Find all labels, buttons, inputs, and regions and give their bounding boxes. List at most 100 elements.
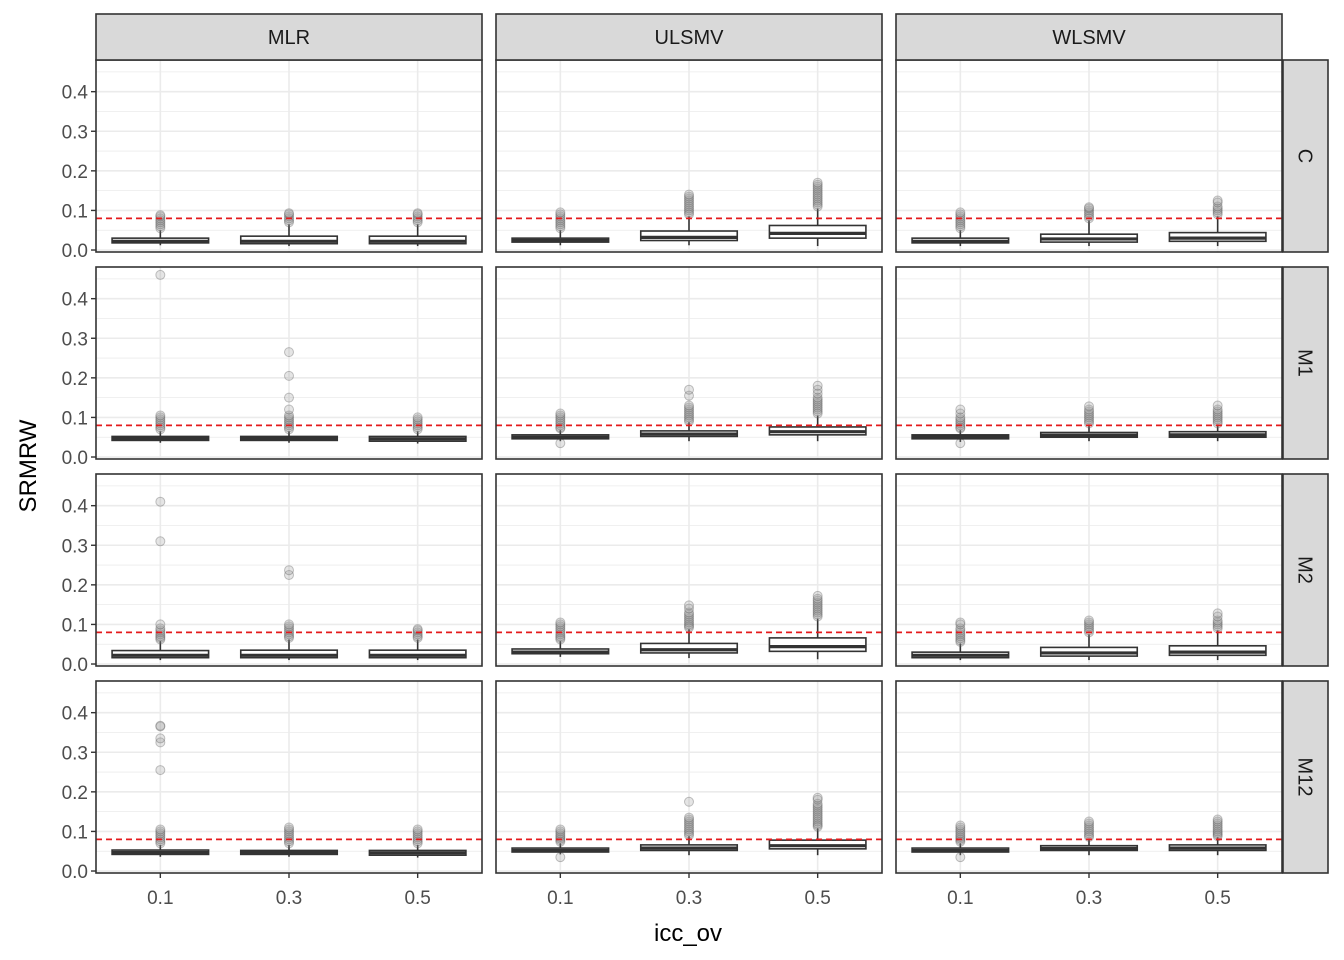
outlier-point <box>1212 820 1223 831</box>
panels-layer <box>95 59 1283 874</box>
outlier-point <box>412 414 423 425</box>
outlier-point <box>1212 814 1223 825</box>
outlier-point <box>812 396 823 407</box>
outlier-point <box>955 207 966 218</box>
outlier-point <box>812 800 823 811</box>
outlier-point <box>1212 406 1223 417</box>
outlier-point <box>1212 816 1223 827</box>
box-0.3 <box>639 189 739 246</box>
x-tick-label: 0.5 <box>404 888 430 909</box>
box-body <box>768 637 867 653</box>
box-0.1 <box>111 720 210 857</box>
strip-background <box>1282 680 1329 874</box>
outlier-point <box>284 822 294 833</box>
outlier-point <box>1212 611 1223 622</box>
outlier-point <box>555 414 566 425</box>
outlier-point <box>1212 207 1223 218</box>
outlier-point <box>412 412 423 423</box>
outlier-point <box>1084 406 1094 417</box>
outlier-point <box>1212 400 1223 411</box>
outlier-point <box>1212 195 1223 206</box>
outlier-point <box>555 410 566 421</box>
outlier-point <box>812 179 823 190</box>
outlier-point <box>812 201 823 212</box>
panel-border <box>95 473 483 667</box>
outlier-point <box>684 816 694 827</box>
outlier-point <box>155 410 166 421</box>
outlier-point <box>1084 818 1094 829</box>
outlier-point <box>555 828 566 839</box>
outlier-point <box>1084 404 1094 415</box>
outlier-point <box>684 195 694 206</box>
outlier-point <box>955 223 966 234</box>
outlier-point <box>684 410 694 421</box>
outlier-point <box>684 617 694 628</box>
y-tick-label: 0.2 <box>62 162 88 183</box>
outlier-point <box>412 828 423 839</box>
outlier-point <box>812 605 823 616</box>
outlier-point <box>812 388 823 399</box>
outlier-point <box>812 394 823 405</box>
outlier-point <box>812 607 823 618</box>
y-tick-label: 0.2 <box>62 576 88 597</box>
outlier-point <box>684 207 694 218</box>
outlier-point <box>812 798 823 809</box>
outlier-point <box>284 410 294 421</box>
outlier-point <box>684 406 694 417</box>
panel-m2-wlsmv <box>895 473 1283 667</box>
strip-background <box>95 13 483 61</box>
box-0.1 <box>511 617 610 657</box>
outlier-point <box>555 634 566 645</box>
outlier-point <box>684 201 694 212</box>
outlier-point <box>955 820 966 831</box>
strip-background <box>1282 266 1329 460</box>
outlier-point <box>555 223 566 234</box>
outlier-point <box>555 621 566 632</box>
outlier-point <box>1212 412 1223 423</box>
outlier-point <box>555 207 566 218</box>
box-0.3 <box>239 565 339 661</box>
x-tick-label: 0.1 <box>147 888 173 909</box>
box-0.1 <box>511 408 610 449</box>
outlier-point <box>1212 608 1223 619</box>
panel-m1-ulsmv <box>495 266 883 460</box>
outlier-point <box>155 221 166 232</box>
outlier-point <box>1084 615 1094 626</box>
outlier-point <box>284 208 294 219</box>
outlier-point <box>684 619 694 630</box>
outlier-point <box>812 603 823 614</box>
outlier-point <box>812 191 823 202</box>
outlier-point <box>955 619 966 630</box>
outlier-point <box>684 607 694 618</box>
outlier-point <box>1084 617 1094 628</box>
outlier-point <box>684 609 694 620</box>
outlier-point <box>684 390 694 401</box>
outlier-point <box>155 210 166 221</box>
outlier-point <box>812 392 823 403</box>
outlier-point <box>812 611 823 622</box>
outlier-point <box>155 496 166 507</box>
panel-m1-mlr <box>95 266 483 460</box>
outlier-point <box>284 565 294 576</box>
strips-layer: MLR ULSMV WLSMV C M1 M2 M12 <box>95 13 1329 874</box>
y-tick-label: 0.3 <box>62 536 88 557</box>
outlier-point <box>955 438 966 449</box>
box-0.3 <box>639 384 739 442</box>
y-tick-label: 0.0 <box>62 241 88 262</box>
outlier-point <box>284 412 294 423</box>
panel-border <box>895 473 1283 667</box>
outlier-point <box>812 400 823 411</box>
box-0.1 <box>911 207 1010 247</box>
outlier-point <box>155 721 166 732</box>
outlier-point <box>812 599 823 610</box>
panel-m2-ulsmv <box>495 473 883 667</box>
outlier-point <box>1212 617 1223 628</box>
outlier-point <box>684 400 694 411</box>
box-0.3 <box>1039 202 1139 247</box>
outlier-point <box>812 408 823 419</box>
outlier-point <box>284 621 294 632</box>
outlier-point <box>684 199 694 210</box>
strip-background <box>1282 473 1329 667</box>
outlier-point <box>555 826 566 837</box>
box-0.5 <box>1168 195 1267 247</box>
